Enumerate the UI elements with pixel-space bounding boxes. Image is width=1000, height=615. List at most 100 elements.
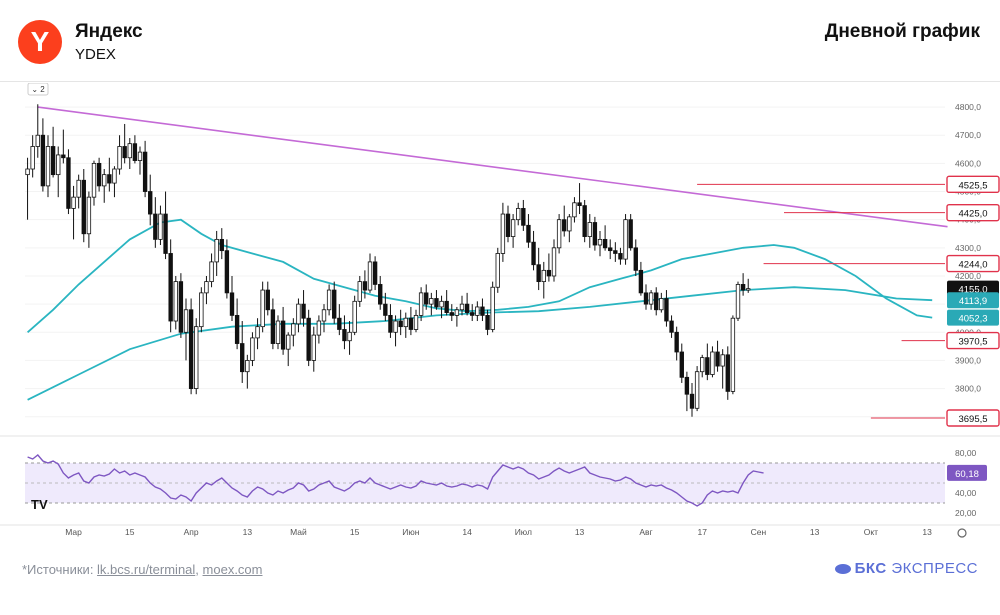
candle-down: [449, 312, 454, 316]
candle-up: [260, 289, 265, 328]
candle-down: [424, 292, 429, 305]
candle-up: [700, 357, 705, 373]
candle-down: [613, 250, 618, 254]
level-badge-label: 3970,5: [958, 337, 987, 348]
time-tick-label: 17: [697, 527, 707, 537]
source-separator: ,: [195, 562, 203, 577]
candle-up: [418, 292, 424, 316]
candle-down: [577, 202, 582, 207]
candle-down: [168, 253, 173, 322]
candle-up: [587, 222, 592, 237]
candle-down: [234, 314, 240, 344]
candle-down: [61, 154, 66, 159]
candle-up: [516, 208, 521, 221]
time-tick-label: 13: [922, 527, 932, 537]
candle-up: [183, 309, 189, 333]
candle-up: [475, 306, 480, 316]
candle-down: [480, 306, 485, 316]
candle-down: [618, 253, 623, 260]
candle-up: [321, 309, 327, 322]
time-tick-label: Апр: [184, 527, 199, 537]
candle-up: [357, 281, 362, 302]
candle-up: [659, 298, 664, 311]
candle-up: [275, 320, 281, 344]
candle-up: [454, 309, 460, 316]
candle-down: [526, 224, 531, 243]
candle-up: [296, 303, 301, 325]
resistance-trendline: [37, 106, 948, 228]
candle-down: [444, 300, 449, 313]
candle-up: [76, 179, 81, 198]
candle-up: [347, 331, 352, 342]
candle-down: [219, 238, 224, 252]
candles: [25, 104, 751, 417]
candle-up: [720, 354, 725, 367]
candle-down: [337, 317, 342, 330]
rsi-tick-label: 40,00: [955, 488, 977, 498]
price-tick-label: 3800,0: [955, 384, 981, 394]
time-tick-label: 13: [243, 527, 253, 537]
candle-up: [429, 298, 434, 305]
time-tick-label: Май: [290, 527, 307, 537]
level-badge: [946, 254, 1000, 273]
candle-down: [270, 309, 276, 344]
candle-up: [91, 162, 97, 198]
candle-down: [679, 351, 684, 378]
candle-up: [572, 202, 577, 218]
source-note: *Источники: lk.bcs.ru/terminal, moex.com: [22, 562, 263, 577]
ticker-symbol: YDEX: [75, 46, 116, 63]
candle-up: [137, 151, 143, 161]
time-tick-label: Сен: [751, 527, 767, 537]
candle-up: [255, 326, 260, 339]
level-badge: [946, 203, 1000, 222]
candle-up: [352, 300, 357, 333]
candle-down: [148, 191, 153, 215]
candle-up: [127, 143, 132, 159]
moving-averages: [27, 218, 933, 401]
price-badge-label: 4113,9: [959, 296, 987, 307]
price-tick-label: 3900,0: [955, 355, 981, 365]
candle-down: [608, 247, 613, 252]
candle-down: [40, 134, 46, 187]
settings-gear-icon: [957, 528, 967, 538]
candle-down: [142, 151, 148, 192]
candle-up: [204, 281, 209, 294]
candle-up: [710, 351, 715, 375]
candle-down: [669, 320, 674, 333]
candle-down: [505, 213, 511, 237]
candle-down: [740, 284, 746, 291]
candle-down: [592, 222, 598, 246]
time-tick-label: Авг: [639, 527, 652, 537]
yandex-logo: Y: [18, 20, 62, 64]
candle-down: [715, 351, 720, 367]
company-title: Яндекс: [75, 21, 143, 42]
misc-controls: ⌄ 2 TV: [27, 83, 967, 538]
source-link-bcs[interactable]: lk.bcs.ru/terminal: [97, 562, 196, 577]
candle-up: [541, 269, 546, 283]
candle-down: [383, 303, 388, 316]
candle-up: [45, 146, 51, 187]
candle-down: [470, 312, 475, 316]
candle-down: [332, 289, 337, 319]
candle-down: [582, 205, 587, 237]
candle-up: [730, 317, 736, 392]
price-tick-label: 4600,0: [955, 158, 981, 168]
chart-area[interactable]: 4800,04700,04600,04500,04400,04300,04200…: [0, 83, 1000, 545]
candle-up: [30, 146, 35, 170]
candle-up: [117, 146, 122, 170]
candle-down: [306, 317, 311, 361]
candle-up: [214, 238, 219, 263]
candle-down: [628, 219, 633, 249]
source-link-moex[interactable]: moex.com: [202, 562, 263, 577]
time-tick-label: Июл: [515, 527, 532, 537]
level-badge-label: 3695,5: [958, 414, 987, 425]
candle-up: [510, 219, 516, 237]
candle-down: [240, 343, 245, 373]
tradingview-logo-icon: TV: [31, 497, 48, 512]
time-tick-label: Окт: [864, 527, 878, 537]
candle-up: [209, 261, 214, 283]
candle-down: [684, 376, 690, 395]
rsi-last-label: 60,18: [955, 469, 979, 480]
candle-down: [485, 314, 490, 330]
candle-up: [326, 289, 332, 311]
